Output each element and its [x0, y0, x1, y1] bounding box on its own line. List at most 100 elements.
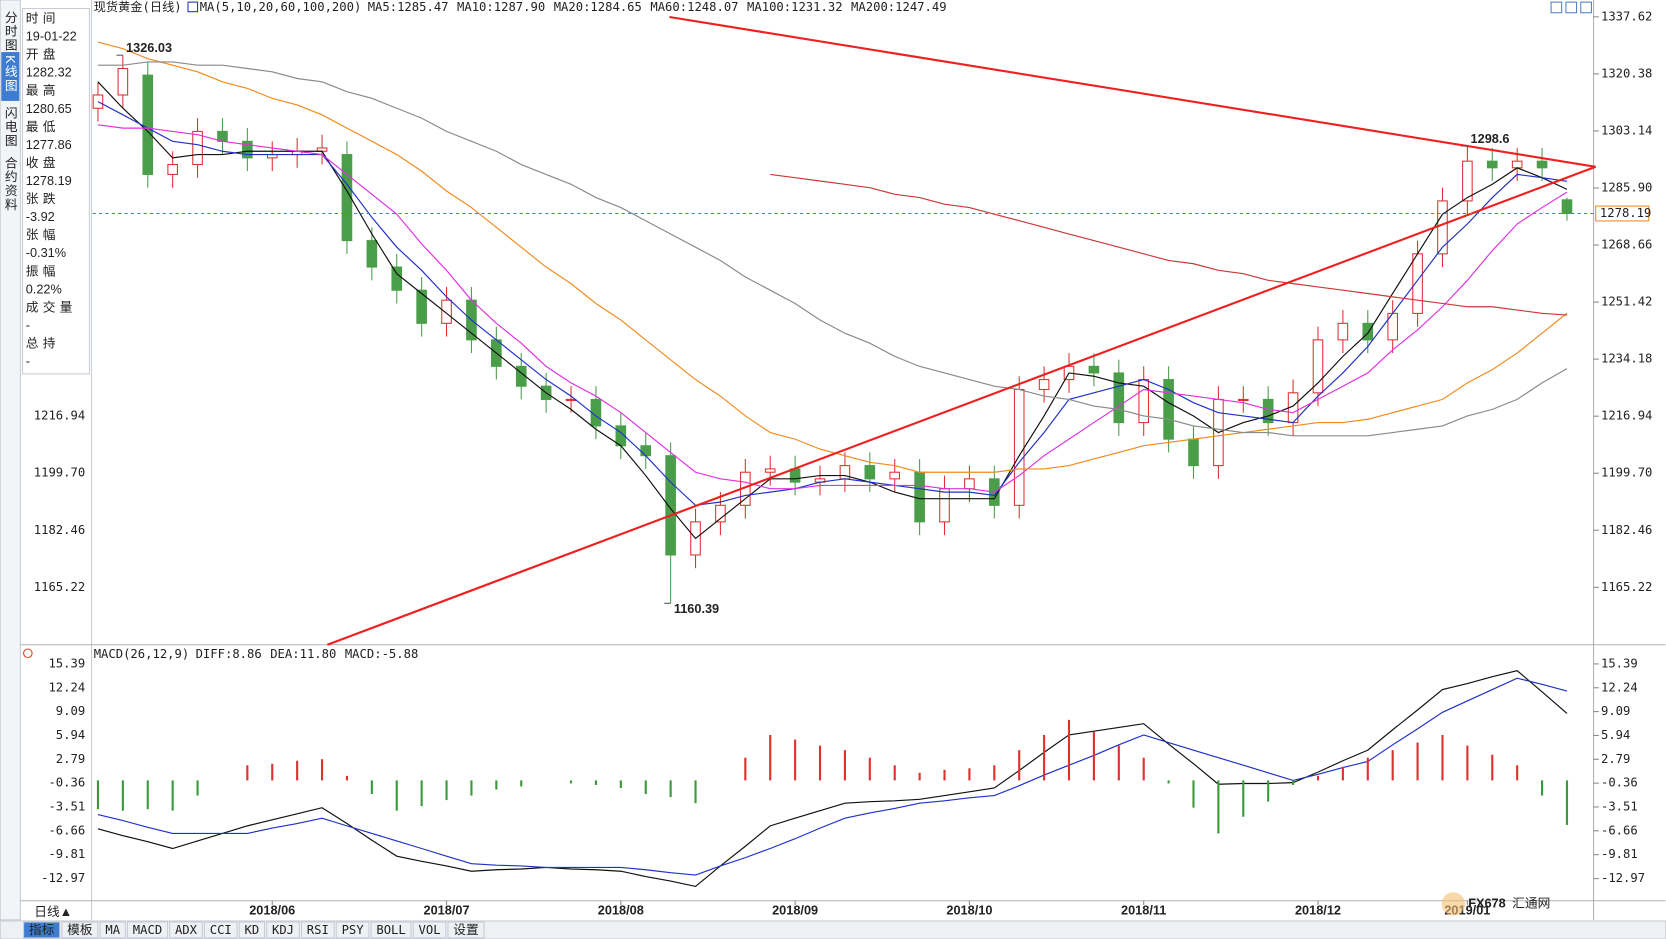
- candle-body: [640, 445, 652, 457]
- macd-bar: [296, 760, 299, 781]
- tab[interactable]: BOLL: [376, 923, 405, 937]
- sidebar-tab[interactable]: K线图: [3, 55, 18, 92]
- info-value: 1278.19: [26, 173, 72, 188]
- tab[interactable]: RSI: [307, 923, 329, 937]
- tab[interactable]: MA: [105, 923, 120, 937]
- candle-body: [192, 130, 203, 166]
- y-tick-label-left: -12.97: [41, 871, 85, 885]
- icon[interactable]: [1550, 1, 1563, 14]
- info-label: 开盘: [26, 47, 60, 62]
- ma-line: [97, 124, 1568, 493]
- macd-bar: [1067, 719, 1071, 781]
- watermark: 汇通网: [1512, 895, 1550, 910]
- tab[interactable]: MACD: [133, 923, 162, 937]
- candle-body: [1237, 398, 1249, 402]
- info-value: 1280.65: [26, 101, 72, 116]
- candle-body: [889, 471, 901, 480]
- legend-entry: MACD:-5.88: [345, 647, 418, 661]
- macd-bar: [520, 780, 523, 787]
- tab[interactable]: KDJ: [272, 923, 294, 937]
- candle-body: [1262, 398, 1274, 424]
- macd-bar: [96, 780, 100, 810]
- x-tick-label: 2018/07: [424, 903, 470, 918]
- y-tick-label-left: 2.79: [56, 752, 85, 766]
- gear-icon[interactable]: [23, 648, 33, 659]
- y-tick-label-left: -6.66: [48, 823, 85, 837]
- y-tick-label: -6.66: [1601, 823, 1638, 837]
- last-price-box: [1595, 205, 1650, 222]
- tab[interactable]: ADX: [175, 923, 198, 937]
- extreme-label: 1298.6: [1471, 131, 1510, 146]
- legend-entry: MA10:1287.90: [457, 0, 545, 14]
- macd-bar: [843, 750, 846, 781]
- y-tick-label: 1182.46: [1601, 523, 1652, 537]
- candle-body: [117, 67, 129, 96]
- macd-bar: [1267, 780, 1270, 802]
- sidebar: [0, 0, 21, 921]
- candle-body: [416, 289, 427, 324]
- ma-line: [97, 101, 1568, 506]
- candle-body: [1561, 199, 1573, 215]
- candle-body: [864, 465, 876, 480]
- legend-entry: MA100:1231.32: [747, 0, 843, 14]
- y-tick-label: 5.94: [1601, 728, 1630, 742]
- candle-body: [142, 74, 154, 175]
- macd-bar: [196, 780, 199, 796]
- tab-bg: [99, 921, 126, 939]
- y-tick-label: 1303.14: [1601, 123, 1652, 137]
- macd-bar: [1366, 757, 1369, 781]
- tab[interactable]: KD: [245, 923, 260, 937]
- macd-bar: [171, 780, 174, 811]
- y-tick-label: 1251.42: [1601, 295, 1652, 309]
- tab-bg: [169, 921, 203, 939]
- icon[interactable]: [1565, 1, 1578, 14]
- info-label: 最高: [26, 83, 60, 98]
- macd-bar: [694, 780, 697, 804]
- macd-bar: [1142, 757, 1145, 781]
- legend-entry: MA200:1247.49: [851, 0, 947, 14]
- y-tick-label-left: 1199.70: [34, 466, 85, 480]
- y-tick-label: 15.39: [1601, 656, 1638, 670]
- macd-bar: [1192, 780, 1195, 808]
- macd-bar: [968, 768, 971, 781]
- y-tick-label-left: -9.81: [48, 847, 85, 861]
- y-tick-label-left: -0.36: [48, 776, 85, 790]
- macd-bar: [1242, 780, 1245, 817]
- macd-bar: [619, 780, 622, 788]
- tab[interactable]: 设置: [453, 922, 479, 937]
- y-tick-label: -3.51: [1601, 799, 1638, 813]
- macd-bar: [1117, 745, 1120, 781]
- macd-bar: [121, 780, 124, 811]
- x-tick-label: 2018/12: [1295, 903, 1341, 918]
- tab[interactable]: PSY: [342, 923, 365, 937]
- sidebar-tab[interactable]: 分时图: [3, 11, 18, 52]
- ma-line: [97, 61, 1568, 437]
- candle-body: [1312, 339, 1324, 394]
- y-tick-label: 1337.62: [1601, 9, 1652, 23]
- period-label[interactable]: 日线▲: [34, 904, 72, 919]
- tab[interactable]: VOL: [419, 923, 441, 937]
- y-tick-label-left: 9.09: [56, 704, 85, 718]
- legend-entry: MA20:1284.65: [554, 0, 642, 14]
- legend-entry: MA(5,10,20,60,100,200): [200, 0, 362, 14]
- icon[interactable]: [1580, 1, 1592, 14]
- tab[interactable]: 模板: [67, 922, 93, 937]
- info-value: -: [26, 317, 30, 332]
- candle-body: [242, 140, 253, 159]
- candle-body: [1486, 160, 1498, 169]
- candle-body: [914, 471, 925, 523]
- sidebar-tab[interactable]: 合约资料: [3, 156, 18, 211]
- macd-bar: [1092, 731, 1095, 781]
- tab-bg: [203, 921, 238, 939]
- macd-bar: [470, 780, 473, 796]
- tab[interactable]: CCI: [210, 923, 232, 937]
- macd-bar: [370, 780, 373, 795]
- candle-body: [1412, 253, 1423, 314]
- tab[interactable]: 指标: [29, 922, 55, 937]
- macd-bar: [1565, 780, 1569, 825]
- x-tick-label: 2018/06: [249, 903, 295, 918]
- sidebar-tab[interactable]: 闪电图: [3, 106, 18, 147]
- tab-bg: [335, 921, 370, 939]
- info-value: -0.31%: [26, 245, 66, 260]
- y-tick-label-left: 5.94: [56, 728, 85, 742]
